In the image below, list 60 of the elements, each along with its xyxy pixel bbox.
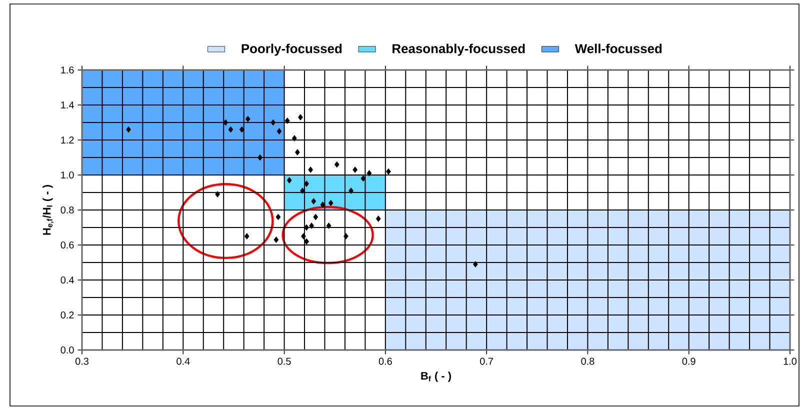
y-tick-label: 0.4 — [60, 276, 74, 284]
y-tick-label: 1.6 — [61, 66, 74, 74]
x-tick-label: 0.4 — [176, 358, 190, 365]
point — [301, 233, 306, 240]
point — [292, 135, 297, 142]
point — [300, 188, 305, 194]
x-tick-label: 0.9 — [682, 358, 696, 365]
x-tick-label: 0.8 — [581, 358, 594, 365]
point — [311, 198, 316, 204]
point — [386, 168, 391, 175]
point — [239, 126, 244, 133]
point — [276, 214, 281, 220]
point — [284, 118, 290, 124]
point — [334, 161, 340, 168]
point — [348, 188, 354, 194]
point — [308, 166, 314, 173]
point — [320, 202, 326, 208]
point — [286, 177, 292, 184]
y-tick-label: 0.0 — [60, 346, 74, 354]
y-tick-label: 0.2 — [60, 311, 74, 319]
point — [328, 200, 334, 206]
y-tick-label: 0.6 — [60, 241, 74, 249]
legend-label: Well-focussed — [574, 44, 662, 54]
y-tick-label: 1.2 — [61, 136, 74, 144]
legend-label: Reasonably-focussed — [392, 44, 525, 56]
y-axis-title: H$_{e,f}$/H$_{I}$ ( - ) — [42, 185, 54, 235]
point — [245, 116, 250, 122]
point — [126, 126, 131, 133]
point — [326, 222, 332, 229]
point — [366, 170, 372, 176]
point — [473, 261, 478, 268]
x-tick-label: 0.5 — [278, 358, 291, 365]
point — [270, 119, 276, 126]
legend-label: Poorly-focussed — [242, 44, 342, 56]
point — [376, 216, 381, 222]
point — [223, 119, 228, 126]
point — [352, 166, 358, 173]
x-tick-label: 1.0 — [784, 358, 797, 365]
point — [215, 191, 220, 198]
point — [274, 236, 279, 243]
point — [344, 233, 348, 240]
point — [313, 214, 318, 220]
y-tick-label: 1.0 — [61, 171, 74, 179]
point — [360, 175, 366, 182]
point — [276, 128, 282, 134]
x-tick-label: 0.7 — [480, 358, 494, 365]
point — [298, 114, 303, 120]
point — [244, 233, 250, 240]
x-tick-label: 0.3 — [75, 358, 88, 365]
point — [304, 180, 309, 187]
point — [258, 154, 262, 161]
point — [309, 222, 314, 229]
x-tick-label: 0.6 — [378, 358, 392, 365]
point — [304, 238, 309, 245]
point — [228, 126, 234, 133]
y-tick-label: 0.8 — [60, 206, 74, 214]
point — [294, 149, 300, 156]
point — [304, 224, 309, 231]
x-axis-title: B$_{f}$ ( - ) — [421, 372, 451, 382]
y-tick-label: 1.4 — [61, 102, 74, 108]
